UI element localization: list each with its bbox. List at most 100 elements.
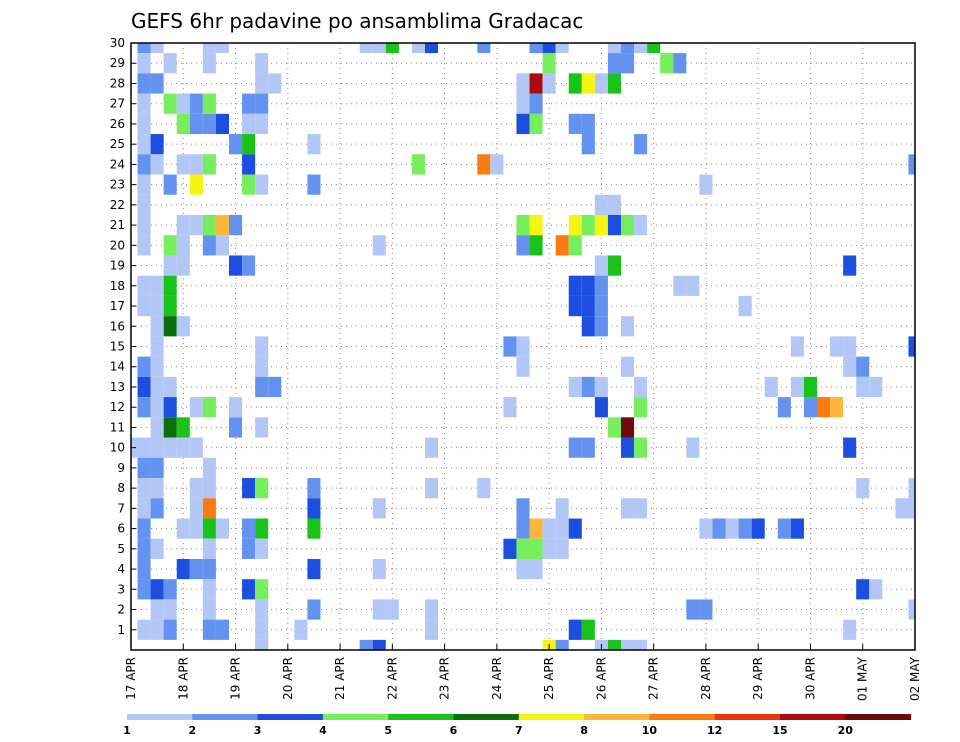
heatmap-cell xyxy=(150,498,164,519)
heatmap-cell xyxy=(516,113,530,135)
heatmap-cell xyxy=(568,295,582,317)
y-tick-label: 1 xyxy=(117,623,125,637)
heatmap-cell xyxy=(242,255,256,276)
y-tick-label: 9 xyxy=(117,461,125,475)
heatmap-cell xyxy=(137,498,151,519)
y-tick-label: 30 xyxy=(110,36,125,50)
heatmap-cell xyxy=(255,619,269,640)
x-axis-ticks: 17 APR 18 APR 19 APR 20 APR 21 APR 22 APR 23 A… xyxy=(124,644,922,701)
heatmap-cell xyxy=(568,73,582,94)
heatmap-cell xyxy=(137,457,151,479)
heatmap-cell xyxy=(908,154,915,175)
colorbar: 1 2 3 4 5 6 7 8 10 12 15 20 xyxy=(123,714,912,737)
heatmap-cell xyxy=(137,235,151,256)
heatmap-cell xyxy=(542,53,556,74)
heatmap-cell xyxy=(215,43,229,54)
colorbar-tick-label: 7 xyxy=(515,724,523,737)
heatmap-cell xyxy=(163,599,177,620)
heatmap-cell xyxy=(137,579,151,600)
heatmap-cell xyxy=(516,356,530,377)
heatmap-cell xyxy=(581,316,595,337)
heatmap-cell xyxy=(137,73,151,94)
heatmap-cell xyxy=(137,194,151,215)
heatmap-cell xyxy=(607,53,621,74)
heatmap-cell xyxy=(594,397,608,418)
x-tick-label: 23 APR xyxy=(438,657,452,700)
heatmap-cell xyxy=(594,214,608,236)
y-tick-label: 26 xyxy=(110,117,125,131)
heatmap-cell xyxy=(150,538,164,559)
heatmap-cell xyxy=(555,538,569,559)
heatmap-cell xyxy=(359,43,373,54)
heatmap-cell xyxy=(529,93,543,114)
colorbar-tick-label: 12 xyxy=(707,724,722,737)
heatmap-cell xyxy=(137,53,151,74)
heatmap-cell xyxy=(581,619,595,640)
heatmap-cell xyxy=(150,356,164,377)
heatmap-cell xyxy=(477,154,491,175)
heatmap-cell xyxy=(529,235,543,256)
heatmap-cell xyxy=(634,437,648,458)
heatmap-cell xyxy=(542,43,556,54)
heatmap-cell xyxy=(307,498,321,519)
y-tick-label: 29 xyxy=(110,56,125,70)
heatmap-cell xyxy=(634,134,648,155)
heatmap-cell xyxy=(908,336,915,357)
heatmap-cell xyxy=(150,43,164,54)
heatmap-cell xyxy=(555,235,569,256)
heatmap-cell xyxy=(163,235,177,256)
y-tick-label: 20 xyxy=(110,238,125,252)
heatmap-cell xyxy=(189,558,203,580)
x-tick-label: 17 APR xyxy=(124,657,138,700)
heatmap-cell xyxy=(137,356,151,377)
heatmap-cell xyxy=(568,275,582,296)
heatmap-cell xyxy=(163,437,177,458)
heatmap-cell xyxy=(202,599,216,620)
heatmap-cell xyxy=(150,579,164,600)
heatmap-cell xyxy=(137,437,151,458)
heatmap-cell xyxy=(634,397,648,418)
heatmap-cell xyxy=(830,336,844,357)
heatmap-cell xyxy=(202,558,216,580)
heatmap-cell xyxy=(699,599,713,620)
heatmap-cell xyxy=(843,336,857,357)
heatmap-cell xyxy=(163,619,177,640)
y-tick-label: 25 xyxy=(110,137,125,151)
heatmap-cell xyxy=(202,113,216,135)
heatmap-cell xyxy=(242,134,256,155)
heatmap-cell xyxy=(843,437,857,458)
heatmap-cell xyxy=(229,417,243,438)
x-tick-label: 22 APR xyxy=(385,657,399,700)
heatmap-cell xyxy=(568,214,582,236)
heatmap-cell xyxy=(202,619,216,640)
heatmap-cell xyxy=(686,275,700,296)
heatmap-cell xyxy=(163,397,177,418)
colorbar-segment xyxy=(127,714,193,720)
heatmap-cell xyxy=(255,478,269,499)
heatmap-cell xyxy=(621,437,635,458)
heatmap-cell xyxy=(621,53,635,74)
heatmap-cell xyxy=(189,154,203,175)
heatmap-cell xyxy=(516,558,530,580)
heatmap-cell xyxy=(255,93,269,114)
heatmap-cell xyxy=(137,619,151,640)
heatmap-cell xyxy=(372,498,386,519)
heatmap-cell xyxy=(647,43,661,54)
heatmap-cell xyxy=(425,437,439,458)
heatmap-cell xyxy=(137,134,151,155)
heatmap-cell xyxy=(359,639,373,650)
heatmap-cell xyxy=(189,498,203,519)
heatmap-cell xyxy=(686,437,700,458)
heatmap-cell xyxy=(425,43,439,54)
heatmap-cell xyxy=(268,73,282,94)
heatmap-cell xyxy=(607,639,621,650)
heatmap-cell xyxy=(607,417,621,438)
heatmap-cell xyxy=(581,113,595,135)
heatmap-cell xyxy=(856,579,870,600)
heatmap-cell xyxy=(568,437,582,458)
y-tick-label: 27 xyxy=(110,97,125,111)
heatmap-cell xyxy=(777,397,791,418)
heatmap-cell xyxy=(163,417,177,438)
colorbar-tick-label: 3 xyxy=(254,724,262,737)
x-tick-label: 02 MAY xyxy=(908,656,922,701)
